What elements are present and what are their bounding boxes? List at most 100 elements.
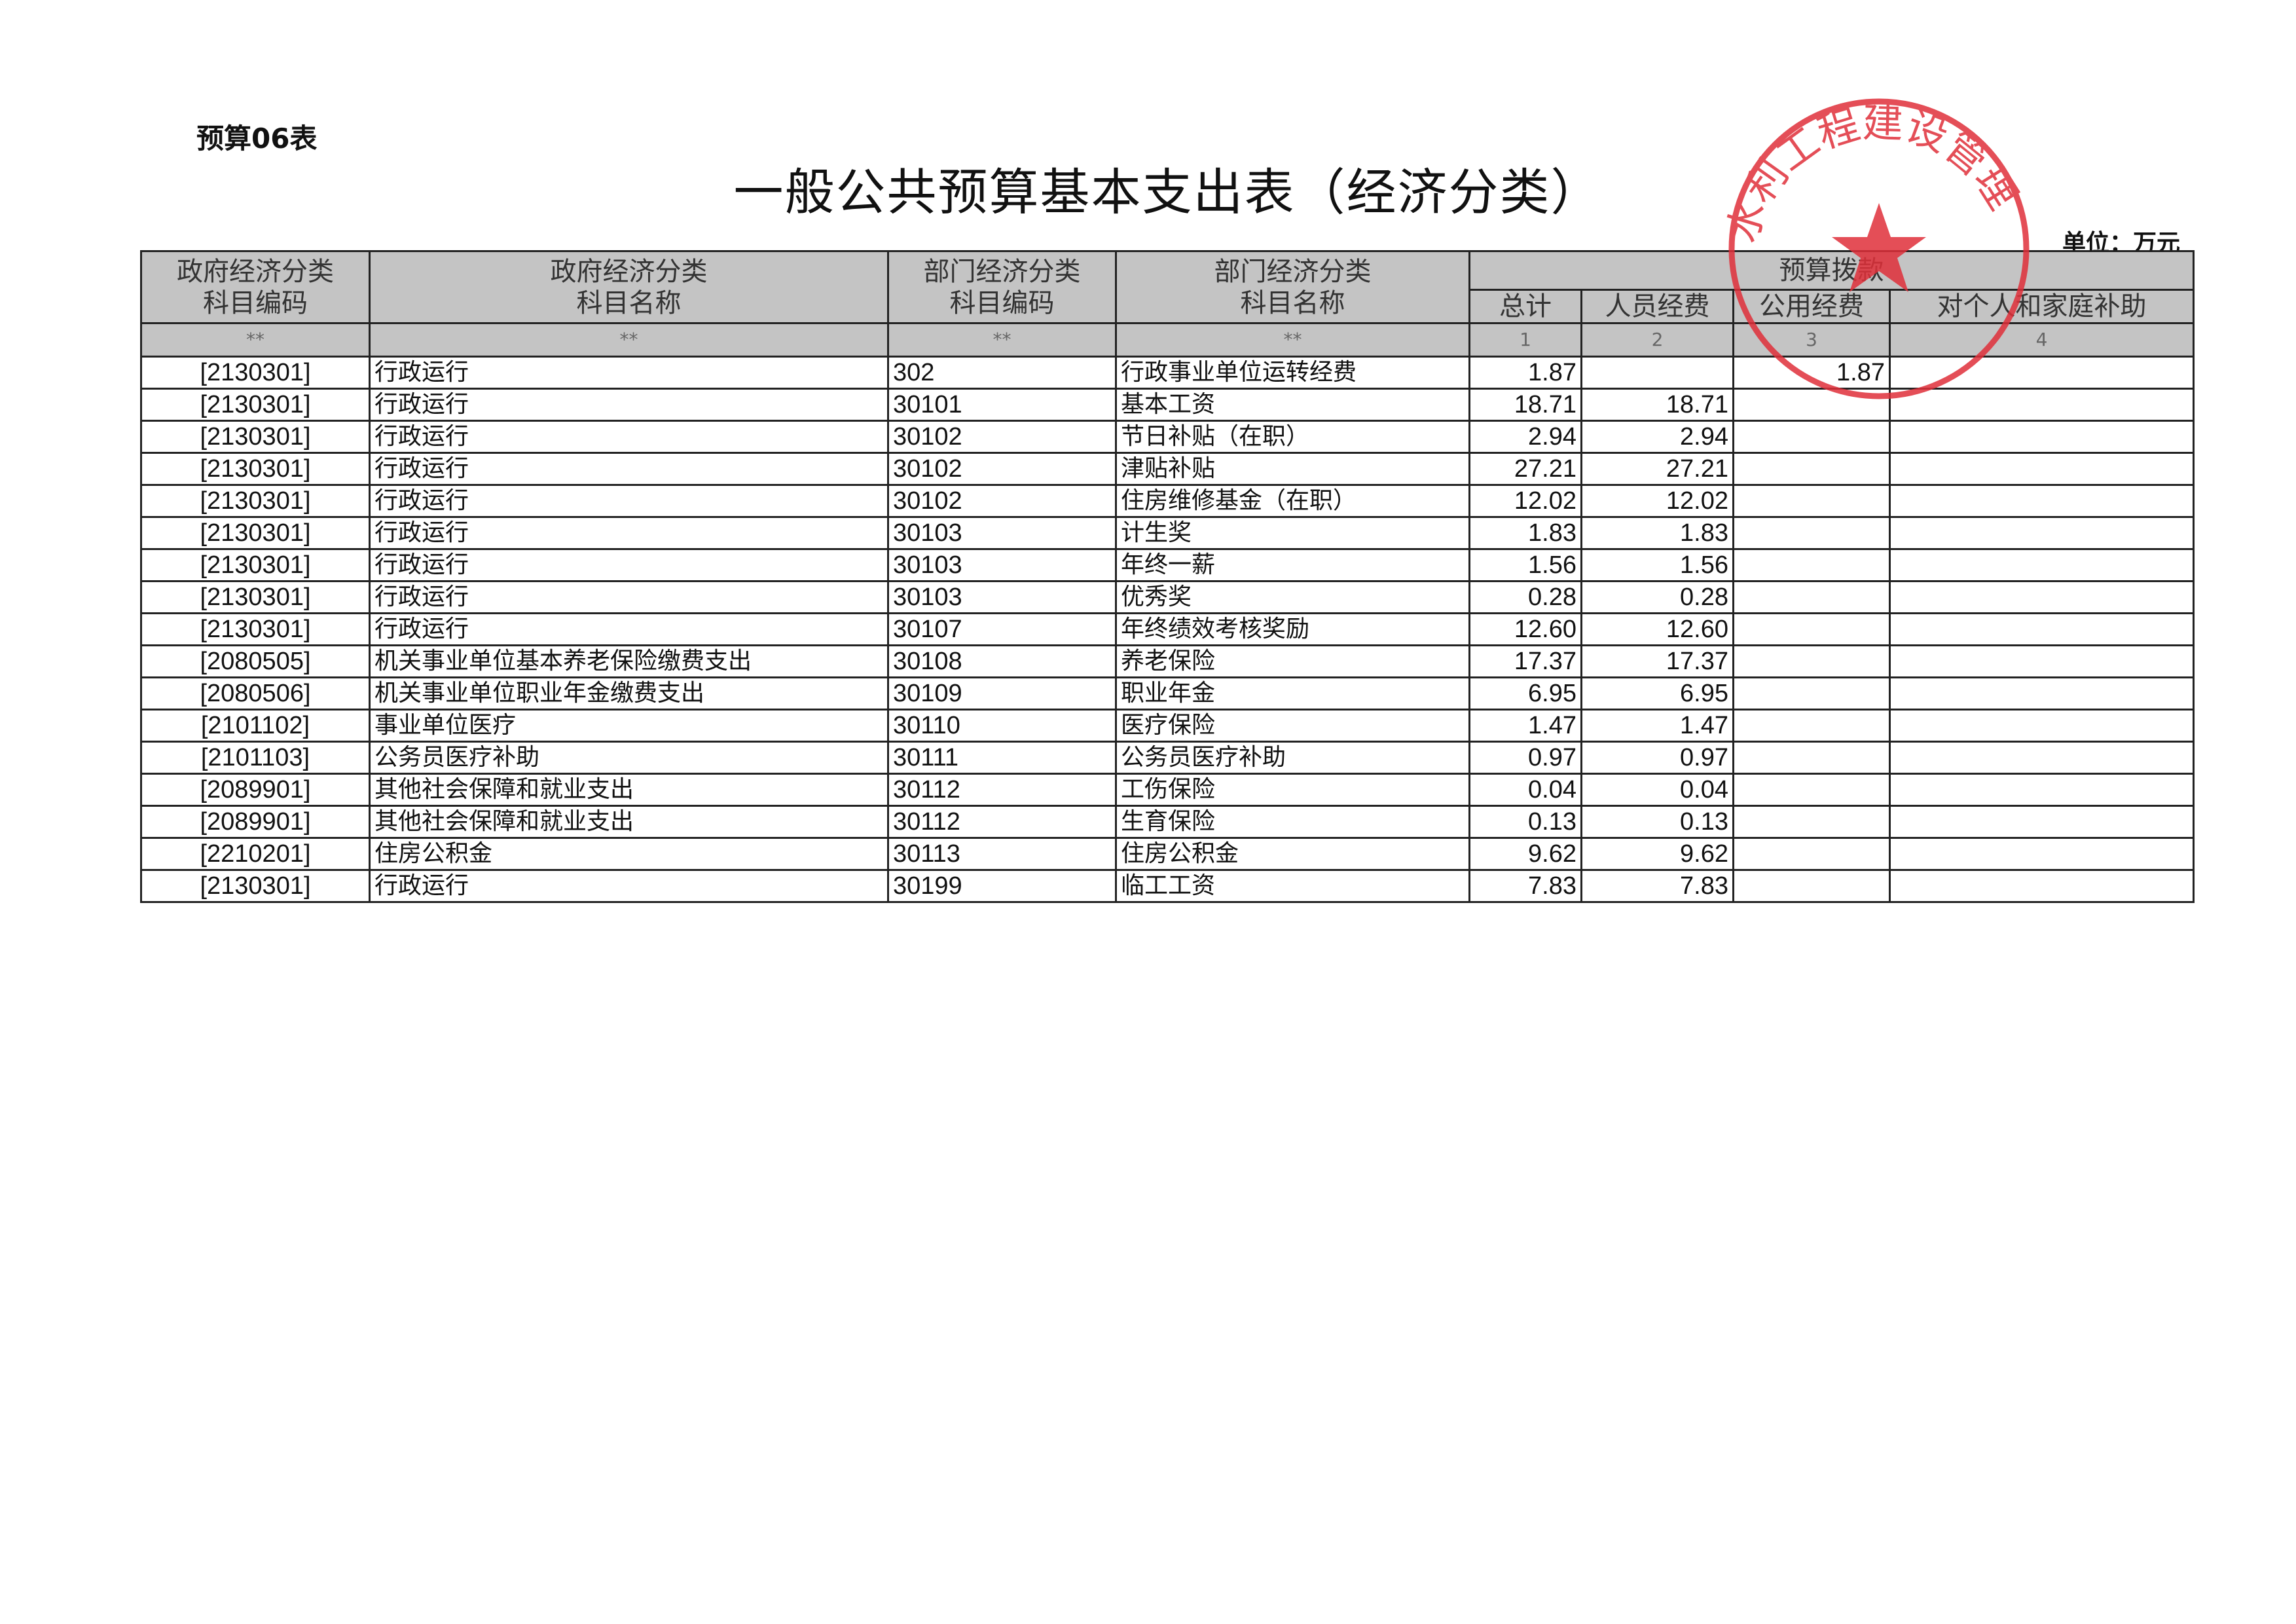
gov-code-cell: [2130301]	[140, 516, 371, 550]
personnel-cell: 1.56	[1580, 548, 1734, 582]
dept-code-cell: 30112	[887, 805, 1117, 839]
personnel-cell: 0.13	[1580, 805, 1734, 839]
gov-code-cell: [2080505]	[140, 644, 371, 678]
subsidy-cell	[1889, 580, 2195, 614]
personnel-cell: 1.83	[1580, 516, 1734, 550]
total-cell: 7.83	[1468, 869, 1582, 903]
dept-name-cell: 医疗保险	[1115, 709, 1470, 743]
dept-name-cell: 工伤保险	[1115, 773, 1470, 807]
dept-name-cell: 养老保险	[1115, 644, 1470, 678]
subsidy-cell	[1889, 612, 2195, 646]
gov-code-cell: [2130301]	[140, 388, 371, 422]
dept-code-cell: 30102	[887, 484, 1117, 518]
header-mark: **	[369, 322, 889, 358]
personnel-cell: 0.04	[1580, 773, 1734, 807]
subsidy-cell	[1889, 548, 2195, 582]
gov-code-cell: [2080506]	[140, 676, 371, 710]
total-cell: 17.37	[1468, 644, 1582, 678]
gov-name-cell: 其他社会保障和就业支出	[369, 805, 889, 839]
header-mark: **	[1115, 322, 1470, 358]
dept-code-cell: 302	[887, 356, 1117, 390]
total-cell: 18.71	[1468, 388, 1582, 422]
gov-code-cell: [2210201]	[140, 837, 371, 871]
public-cell	[1732, 741, 1891, 775]
public-cell	[1732, 709, 1891, 743]
gov-name-cell: 事业单位医疗	[369, 709, 889, 743]
dept-name-cell: 年终一薪	[1115, 548, 1470, 582]
header-dept-code: 部门经济分类 科目编码	[887, 250, 1117, 324]
gov-name-cell: 行政运行	[369, 869, 889, 903]
table-row: [2130301] 行政运行 30102 住房维修基金（在职） 12.02 12.02	[140, 484, 2195, 518]
personnel-cell: 1.47	[1580, 709, 1734, 743]
gov-code-cell: [2130301]	[140, 484, 371, 518]
table-row: [2130301] 行政运行 30101 基本工资 18.71 18.71	[140, 388, 2195, 422]
dept-name-cell: 职业年金	[1115, 676, 1470, 710]
gov-name-cell: 机关事业单位职业年金缴费支出	[369, 676, 889, 710]
subsidy-cell	[1889, 709, 2195, 743]
header-marks-row: ** ** ** ** 1 2 3 4	[140, 322, 2195, 358]
subsidy-cell	[1889, 388, 2195, 422]
table-row: [2080506] 机关事业单位职业年金缴费支出 30109 职业年金 6.95 6.95	[140, 676, 2195, 710]
dept-code-cell: 30103	[887, 516, 1117, 550]
gov-name-cell: 其他社会保障和就业支出	[369, 773, 889, 807]
total-cell: 0.04	[1468, 773, 1582, 807]
public-cell	[1732, 773, 1891, 807]
public-cell	[1732, 837, 1891, 871]
public-cell	[1732, 644, 1891, 678]
personnel-cell	[1580, 356, 1734, 390]
total-cell: 2.94	[1468, 420, 1582, 454]
gov-code-cell: [2130301]	[140, 548, 371, 582]
total-cell: 9.62	[1468, 837, 1582, 871]
table-row: [2130301] 行政运行 30102 节日补贴（在职） 2.94 2.94	[140, 420, 2195, 454]
personnel-cell: 17.37	[1580, 644, 1734, 678]
page-title: 一般公共预算基本支出表（经济分类）	[733, 163, 1602, 221]
subsidy-cell	[1889, 644, 2195, 678]
total-cell: 12.02	[1468, 484, 1582, 518]
gov-name-cell: 行政运行	[369, 420, 889, 454]
personnel-cell: 12.02	[1580, 484, 1734, 518]
dept-name-cell: 津贴补贴	[1115, 452, 1470, 486]
dept-code-cell: 30103	[887, 580, 1117, 614]
public-cell	[1732, 516, 1891, 550]
public-cell	[1732, 869, 1891, 903]
table-row: [2210201] 住房公积金 30113 住房公积金 9.62 9.62	[140, 837, 2195, 871]
subsidy-cell	[1889, 452, 2195, 486]
gov-name-cell: 行政运行	[369, 516, 889, 550]
personnel-cell: 12.60	[1580, 612, 1734, 646]
header-public: 公用经费	[1732, 289, 1891, 324]
table-row: [2101102] 事业单位医疗 30110 医疗保险 1.47 1.47	[140, 709, 2195, 743]
subsidy-cell	[1889, 676, 2195, 710]
public-cell	[1732, 676, 1891, 710]
header-mark: **	[887, 322, 1117, 358]
public-cell	[1732, 548, 1891, 582]
subsidy-cell	[1889, 869, 2195, 903]
gov-name-cell: 住房公积金	[369, 837, 889, 871]
gov-name-cell: 机关事业单位基本养老保险缴费支出	[369, 644, 889, 678]
table-row: [2080505] 机关事业单位基本养老保险缴费支出 30108 养老保险 17.37 1…	[140, 644, 2195, 678]
total-cell: 12.60	[1468, 612, 1582, 646]
gov-code-cell: [2130301]	[140, 869, 371, 903]
subsidy-cell	[1889, 773, 2195, 807]
total-cell: 27.21	[1468, 452, 1582, 486]
header-mark: **	[140, 322, 371, 358]
dept-code-cell: 30108	[887, 644, 1117, 678]
dept-name-cell: 住房维修基金（在职）	[1115, 484, 1470, 518]
gov-name-cell: 行政运行	[369, 612, 889, 646]
personnel-cell: 6.95	[1580, 676, 1734, 710]
dept-name-cell: 基本工资	[1115, 388, 1470, 422]
personnel-cell: 7.83	[1580, 869, 1734, 903]
table-row: [2130301] 行政运行 30103 优秀奖 0.28 0.28	[140, 580, 2195, 614]
dept-name-cell: 住房公积金	[1115, 837, 1470, 871]
gov-name-cell: 行政运行	[369, 452, 889, 486]
dept-name-cell: 行政事业单位运转经费	[1115, 356, 1470, 390]
table-row: [2130301] 行政运行 30103 计生奖 1.83 1.83	[140, 516, 2195, 550]
gov-name-cell: 行政运行	[369, 484, 889, 518]
form-number: 预算06表	[196, 122, 318, 155]
public-cell	[1732, 612, 1891, 646]
table-row: [2130301] 行政运行 30103 年终一薪 1.56 1.56	[140, 548, 2195, 582]
public-cell	[1732, 388, 1891, 422]
dept-name-cell: 生育保险	[1115, 805, 1470, 839]
total-cell: 1.56	[1468, 548, 1582, 582]
gov-code-cell: [2101102]	[140, 709, 371, 743]
subsidy-cell	[1889, 484, 2195, 518]
